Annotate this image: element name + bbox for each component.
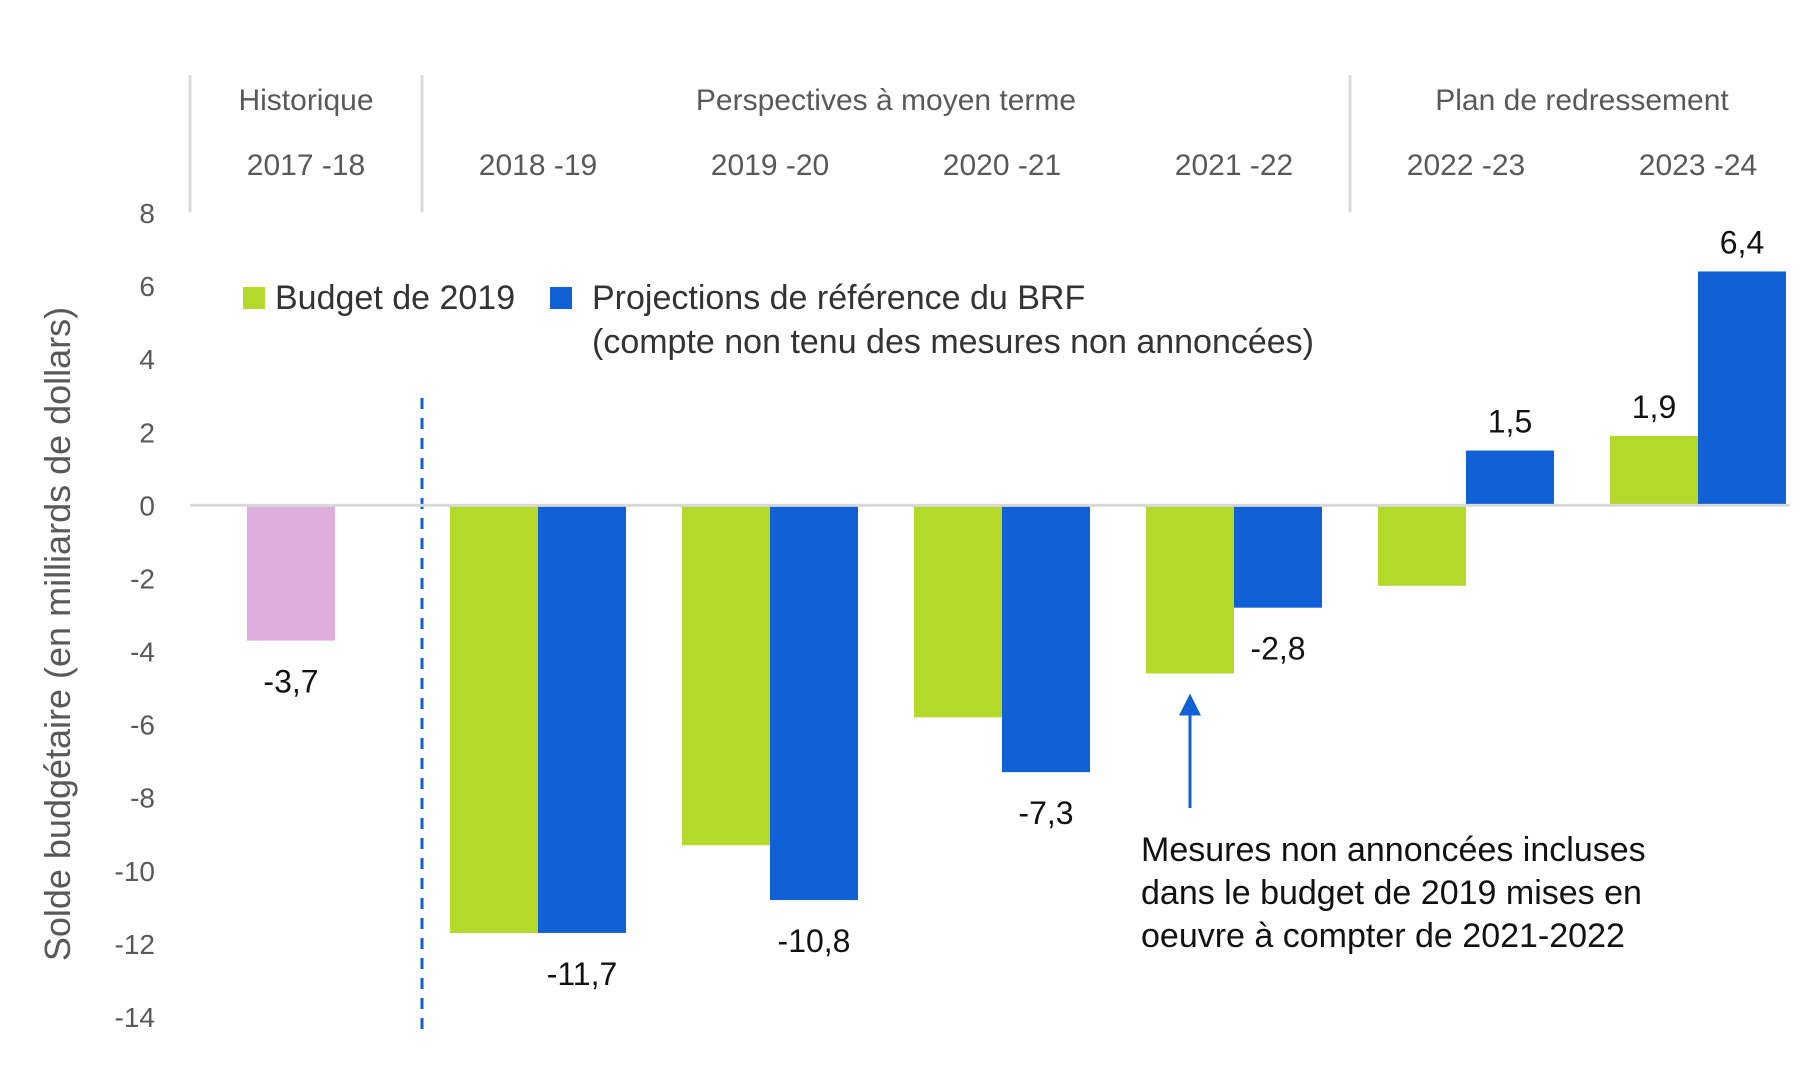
period-group-label: Historique <box>238 84 373 117</box>
y-tick-label: 2 <box>139 417 155 448</box>
bar-pbo-projection <box>1002 505 1090 773</box>
legend-label-budget-2019: Budget de 2019 <box>275 279 515 317</box>
legend-label-pbo-projections: Projections de référence du BRF <box>592 279 1085 317</box>
y-tick-label: -12 <box>115 929 155 960</box>
legend-swatch-pbo-projections <box>550 287 572 309</box>
category-label: 2019 -20 <box>711 149 829 182</box>
bar-budget-2019 <box>914 505 1002 718</box>
bar-budget-2019 <box>1146 505 1234 674</box>
period-group-label: Plan de redressement <box>1435 84 1729 117</box>
bar-budget-2019 <box>450 505 538 933</box>
y-tick-label: -4 <box>130 637 155 668</box>
y-tick-label: -14 <box>115 1002 155 1033</box>
y-tick-label: -10 <box>115 856 155 887</box>
bar-pbo-projection <box>1234 505 1322 608</box>
category-label: 2023 -24 <box>1639 149 1757 182</box>
category-label: 2020 -21 <box>943 149 1061 182</box>
annotation-text-line: oeuvre à compter de 2021-2022 <box>1141 917 1625 955</box>
y-tick-label: -8 <box>130 783 155 814</box>
y-tick-label: 0 <box>139 490 155 521</box>
period-group-label: Perspectives à moyen terme <box>696 84 1076 117</box>
category-label: 2018 -19 <box>479 149 597 182</box>
data-label-pbo-projection: -10,8 <box>778 923 851 959</box>
category-label: 2022 -23 <box>1407 149 1525 182</box>
bar-pbo-projection <box>538 505 626 933</box>
data-label-pbo-projection: 6,4 <box>1720 224 1764 260</box>
data-label-pbo-projection: 1,5 <box>1488 404 1532 440</box>
category-label: 2017 -18 <box>247 149 365 182</box>
y-tick-label: -2 <box>130 563 155 594</box>
bar-budget-2019 <box>1378 505 1466 586</box>
data-label-budget-2019: 1,9 <box>1632 389 1676 425</box>
annotation-arrow-head <box>1179 693 1201 716</box>
bar-pbo-projection <box>1466 450 1554 506</box>
legend-swatch-budget-2019 <box>243 287 265 309</box>
bar-pbo-projection <box>770 505 858 901</box>
y-axis-title: Solde budgétaire (en milliards de dollar… <box>37 307 78 961</box>
category-label: 2021 -22 <box>1175 149 1293 182</box>
legend-label-pbo-projections-line2: (compte non tenu des mesures non annoncé… <box>592 323 1314 361</box>
bar-budget-2019 <box>682 505 770 846</box>
data-label-pbo-projection: -2,8 <box>1250 631 1305 667</box>
bar-budget-2019 <box>1610 435 1698 506</box>
data-label-pbo-projection: -11,7 <box>547 956 618 992</box>
annotation-text-line: Mesures non annoncées incluses <box>1141 831 1646 869</box>
bar-historical <box>247 505 335 641</box>
bar-pbo-projection <box>1698 271 1786 506</box>
annotation-text-line: dans le budget de 2019 mises en <box>1141 874 1642 912</box>
data-label-pbo-projection: -7,3 <box>1018 795 1073 831</box>
y-tick-label: -6 <box>130 710 155 741</box>
data-label-historical: -3,7 <box>263 664 318 700</box>
y-tick-label: 6 <box>139 271 155 302</box>
y-tick-label: 4 <box>139 344 155 375</box>
y-tick-label: 8 <box>139 198 155 229</box>
